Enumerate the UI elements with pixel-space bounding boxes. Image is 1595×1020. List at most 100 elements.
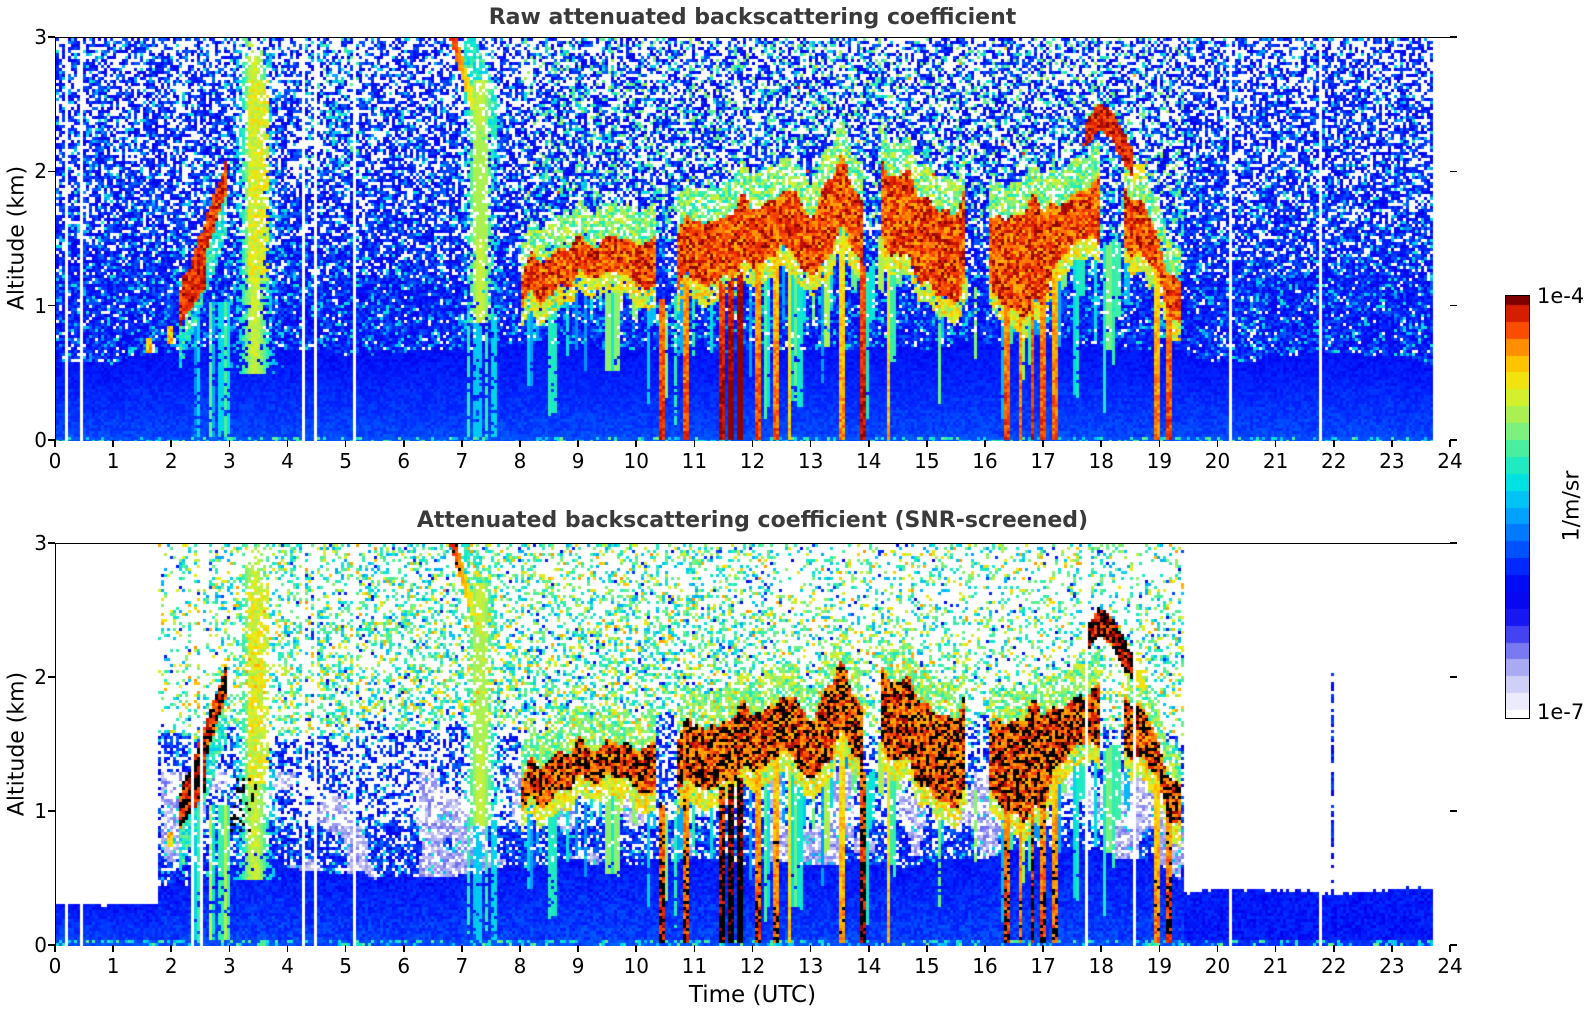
x-tick bbox=[1391, 945, 1393, 952]
x-tick bbox=[1158, 945, 1161, 952]
y-tick bbox=[48, 944, 55, 946]
x-tick-label: 1 bbox=[106, 954, 120, 978]
x-tick-label: 4 bbox=[281, 954, 294, 978]
raw-heatmap-canvas bbox=[56, 38, 1451, 441]
y-tick-right bbox=[1450, 304, 1457, 307]
x-tick bbox=[286, 945, 289, 952]
x-tick bbox=[1216, 945, 1219, 952]
y-tick bbox=[48, 676, 55, 678]
x-tick bbox=[926, 440, 928, 447]
x-tick bbox=[867, 440, 870, 447]
colorbar-max-label: 1e-4 bbox=[1537, 284, 1585, 308]
x-tick bbox=[170, 440, 173, 447]
y-tick-label: 1 bbox=[34, 799, 47, 823]
y-tick bbox=[48, 170, 55, 173]
y-tick-right bbox=[1450, 36, 1457, 38]
x-tick-label: 19 bbox=[1146, 449, 1173, 473]
x-tick-label: 0 bbox=[48, 449, 62, 473]
x-tick bbox=[519, 945, 521, 952]
x-tick bbox=[170, 945, 173, 952]
x-tick-label: 3 bbox=[223, 449, 236, 473]
x-tick-label: 16 bbox=[972, 449, 998, 473]
x-tick bbox=[926, 945, 928, 952]
x-tick bbox=[1216, 440, 1219, 447]
x-tick bbox=[286, 440, 289, 447]
colorbar-unit-label: 1/m/sr bbox=[1559, 470, 1585, 542]
x-tick-label: 6 bbox=[397, 954, 411, 978]
x-tick bbox=[1391, 440, 1393, 447]
y-tick-right bbox=[1450, 170, 1457, 173]
x-tick-label: 8 bbox=[513, 954, 527, 978]
x-tick-label: 18 bbox=[1088, 954, 1114, 978]
x-tick bbox=[809, 440, 812, 447]
x-tick-label: 11 bbox=[681, 954, 708, 978]
colorbar-canvas bbox=[1506, 296, 1529, 718]
x-tick-label: 17 bbox=[1030, 954, 1056, 978]
x-tick-label: 14 bbox=[856, 449, 882, 473]
y-tick-label: 0 bbox=[34, 428, 47, 452]
x-tick bbox=[344, 945, 347, 952]
y-tick-right bbox=[1450, 439, 1457, 441]
x-tick bbox=[461, 440, 463, 447]
x-tick bbox=[1158, 440, 1161, 447]
x-tick bbox=[577, 945, 579, 952]
x-tick-label: 17 bbox=[1030, 449, 1056, 473]
y-tick-label: 3 bbox=[34, 531, 47, 555]
x-tick-label: 9 bbox=[571, 449, 585, 473]
y-tick bbox=[48, 36, 55, 38]
x-tick bbox=[1449, 945, 1451, 952]
x-tick bbox=[635, 945, 638, 952]
x-tick bbox=[402, 945, 405, 952]
y-tick-label: 3 bbox=[34, 25, 47, 49]
x-tick-label: 9 bbox=[571, 954, 585, 978]
x-tick-label: 10 bbox=[623, 449, 649, 473]
x-tick bbox=[402, 440, 405, 447]
x-tick-label: 15 bbox=[914, 954, 940, 978]
x-tick-label: 10 bbox=[623, 954, 649, 978]
raw-heatmap-panel bbox=[55, 37, 1451, 441]
x-tick-label: 13 bbox=[797, 954, 824, 978]
x-tick-label: 5 bbox=[339, 449, 352, 473]
x-tick bbox=[112, 440, 114, 447]
y-tick-right bbox=[1450, 542, 1457, 544]
x-tick-label: 7 bbox=[455, 954, 469, 978]
y-tick-label: 0 bbox=[34, 933, 47, 957]
x-tick-label: 12 bbox=[739, 954, 766, 978]
screened-y-axis-label: Altitude (km) bbox=[4, 671, 30, 817]
x-tick-label: 20 bbox=[1204, 954, 1231, 978]
x-tick bbox=[577, 440, 579, 447]
x-tick bbox=[809, 945, 812, 952]
x-tick-label: 19 bbox=[1146, 954, 1173, 978]
x-tick-label: 7 bbox=[455, 449, 469, 473]
screened-heatmap-canvas bbox=[56, 544, 1451, 946]
x-tick-label: 20 bbox=[1204, 449, 1231, 473]
y-tick bbox=[48, 304, 55, 307]
x-tick bbox=[1042, 945, 1044, 952]
y-tick-label: 2 bbox=[34, 159, 47, 184]
x-tick bbox=[1449, 440, 1451, 447]
x-tick-label: 8 bbox=[513, 449, 527, 473]
x-tick-label: 14 bbox=[856, 954, 882, 978]
x-tick-label: 22 bbox=[1321, 449, 1347, 473]
x-tick-label: 11 bbox=[681, 449, 708, 473]
x-tick bbox=[228, 440, 231, 447]
colorbar-min-label: 1e-7 bbox=[1537, 700, 1585, 724]
x-tick bbox=[1274, 945, 1277, 952]
x-tick-label: 13 bbox=[797, 449, 824, 473]
x-tick-label: 2 bbox=[164, 449, 178, 473]
x-tick-label: 24 bbox=[1437, 449, 1463, 473]
x-tick bbox=[751, 440, 754, 447]
y-tick bbox=[48, 439, 55, 441]
x-tick-label: 23 bbox=[1379, 954, 1405, 978]
x-tick-label: 12 bbox=[739, 449, 766, 473]
x-tick bbox=[54, 440, 56, 447]
y-tick-right bbox=[1450, 944, 1457, 946]
x-tick-label: 22 bbox=[1321, 954, 1347, 978]
x-tick-label: 23 bbox=[1379, 449, 1405, 473]
x-tick-label: 16 bbox=[972, 954, 998, 978]
y-tick-right bbox=[1450, 676, 1457, 678]
x-tick-label: 18 bbox=[1088, 449, 1114, 473]
raw-y-axis-label: Altitude (km) bbox=[4, 165, 30, 311]
x-tick bbox=[1100, 945, 1103, 952]
